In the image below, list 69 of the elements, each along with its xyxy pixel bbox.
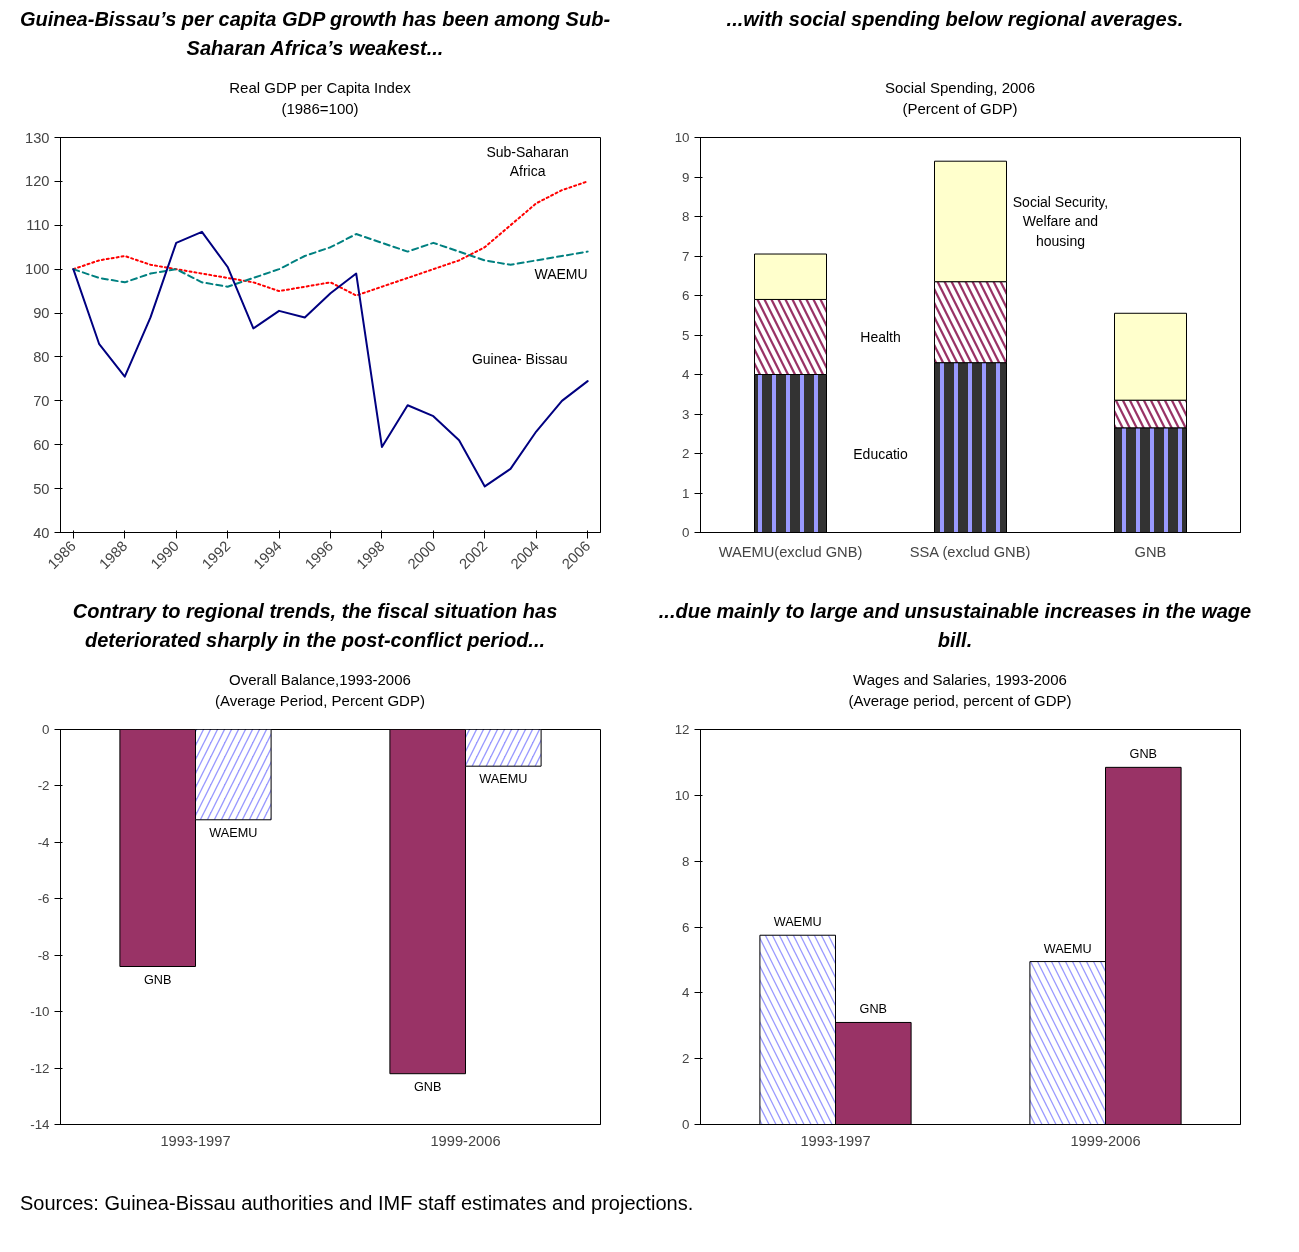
text: WAEMU	[1043, 941, 1092, 956]
series-label: WAEMU	[534, 265, 588, 282]
chart-subtitle: Overall Balance,1993-2006 (Average Period, Percent GDP)	[215, 670, 425, 712]
chart-title: ...with social spending below regional averages.	[726, 7, 1184, 32]
series-label: GNB	[859, 1002, 888, 1017]
series-label: WAEMU	[773, 915, 822, 930]
y-tick-label: 10	[674, 130, 690, 145]
y-tick-label: 80	[33, 348, 50, 365]
y-tick-label: -8	[37, 947, 50, 963]
x-tick-label: 1999-2006	[430, 1132, 501, 1149]
y-tick-label: 100	[25, 261, 50, 278]
series-label: GNB	[143, 972, 172, 987]
y-tick-label: -6	[37, 891, 50, 907]
y-tick-label: 130	[25, 129, 50, 146]
y-tick-label: 12	[674, 722, 690, 737]
y-tick-label: 50	[33, 480, 50, 497]
x-tick-label: WAEMU(exclud GNB)	[718, 543, 863, 560]
x-tick-label: 1999-2006	[1070, 1132, 1141, 1149]
y-tick-label: 8	[682, 853, 690, 869]
y-tick-label: 120	[25, 173, 50, 190]
y-tick-label: 10	[674, 787, 690, 803]
y-tick-label: 40	[33, 524, 50, 541]
y-tick-label: 0	[682, 1117, 690, 1132]
y-tick-label: 8	[682, 209, 690, 224]
y-tick-label: 5	[682, 327, 690, 343]
y-tick-label: 70	[33, 392, 50, 409]
text: WAEMU	[479, 772, 528, 787]
x-tick-label: 1993-1997	[800, 1132, 871, 1149]
line-series	[72, 230, 589, 488]
y-tick-label: -10	[30, 1004, 50, 1020]
series-label: Social Security, Welfare and housing	[1012, 194, 1109, 249]
chart-subtitle: Real GDP per Capita Index (1986=100)	[229, 78, 411, 120]
y-tick-label: 4	[682, 367, 691, 382]
y-tick-label: 2	[682, 1051, 690, 1067]
line-series	[72, 180, 589, 297]
y-tick-label: 3	[682, 406, 690, 422]
y-tick-label: 4	[682, 985, 691, 1001]
y-tick-label: 6	[682, 919, 690, 935]
y-tick-label: 6	[682, 288, 690, 303]
chart-title: Contrary to regional trends, the fiscal situation has deteriorated sharply in the post-conflict period...	[71, 599, 559, 653]
y-tick-label: 110	[26, 217, 50, 234]
line-series	[72, 233, 589, 288]
series-label: WAEMU	[209, 825, 258, 840]
y-tick-label: -4	[37, 834, 51, 850]
y-tick-label: 0	[682, 525, 690, 540]
y-tick-label: 2	[682, 446, 690, 461]
text: Health	[860, 328, 901, 345]
y-tick-label: 7	[682, 248, 690, 264]
chart-title: Guinea-Bissau’s per capita GDP growth has been among Sub-Saharan Africa’s weakest...	[18, 7, 612, 61]
category-label: GNB	[1129, 747, 1158, 762]
x-tick-label: GNB	[1134, 543, 1167, 560]
series-label: Sub-Saharan Africa	[486, 143, 569, 179]
y-tick-label: 60	[33, 436, 50, 453]
chart-subtitle: Wages and Salaries, 1993-2006 (Average period, percent of GDP)	[848, 670, 1072, 712]
y-tick-label: -12	[30, 1060, 50, 1076]
x-tick-label: SSA (exclud GNB)	[909, 543, 1031, 560]
chart-title: ...due mainly to large and unsustainable increases in the wage bill.	[657, 599, 1253, 653]
text: GNB	[413, 1079, 442, 1094]
y-tick-label: 9	[682, 169, 690, 185]
chart-subtitle: Social Spending, 2006 (Percent of GDP)	[884, 78, 1036, 120]
series-label: Guinea- Bissau	[471, 351, 568, 368]
y-tick-label: 1	[682, 485, 690, 501]
y-tick-label: -2	[37, 778, 50, 794]
y-tick-label: -14	[30, 1117, 51, 1132]
source-note: Sources: Guinea-Bissau authorities and IMF staff estimates and projections.	[20, 1191, 694, 1216]
y-tick-label: 0	[42, 722, 50, 737]
series-label: Educatio	[853, 445, 908, 462]
x-tick-label: 1993-1997	[160, 1132, 231, 1149]
y-tick-label: 90	[33, 305, 50, 322]
